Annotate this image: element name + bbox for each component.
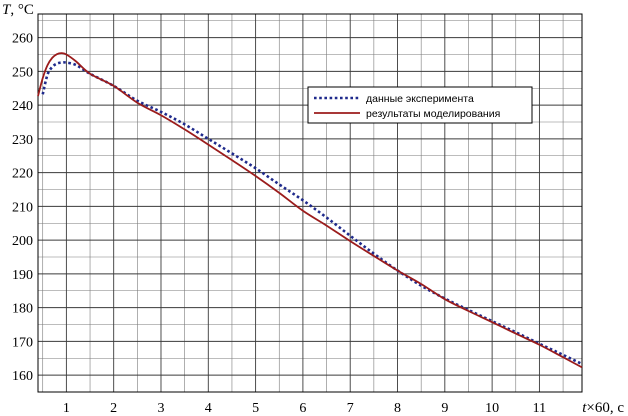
series-layer	[37, 52, 583, 369]
y-tick-label: 170	[12, 335, 33, 350]
legend-label-model: результаты моделирования	[366, 108, 500, 120]
y-axis-var: T	[2, 2, 12, 18]
y-tick-label: 230	[12, 133, 33, 148]
x-tick-label: 11	[533, 401, 546, 416]
y-tick-label: 240	[12, 99, 33, 114]
y-tick-label: 200	[12, 234, 33, 249]
y-tick-labels: 160 170 180 190 200 210 220 230 240 250 260	[12, 32, 33, 385]
x-tick-label: 3	[157, 401, 164, 416]
x-axis-title: t×60, с	[582, 400, 624, 416]
y-tick-label: 190	[12, 268, 33, 283]
y-axis-title: T, °C	[2, 2, 34, 18]
legend: данные эксперимента результаты моделиров…	[307, 86, 533, 124]
y-axis-unit: , °C	[10, 2, 34, 18]
grid-major	[38, 14, 582, 392]
x-tick-label: 4	[205, 401, 212, 416]
x-tick-label: 9	[441, 401, 448, 416]
legend-box	[307, 86, 533, 124]
y-tick-label: 160	[12, 369, 33, 384]
x-tick-label: 7	[347, 401, 354, 416]
legend-label-experiment: данные эксперимента	[366, 93, 474, 105]
x-axis-rest: ×60, с	[586, 400, 624, 416]
y-tick-label: 250	[12, 65, 33, 80]
series-line-0	[41, 61, 583, 366]
y-tick-label: 180	[12, 302, 33, 317]
y-tick-label: 220	[12, 167, 33, 182]
plot-frame	[37, 13, 583, 393]
y-tick-label: 260	[12, 32, 33, 47]
x-tick-label: 8	[394, 401, 401, 416]
x-tick-label: 10	[485, 401, 499, 416]
series-line-1	[37, 52, 583, 369]
x-tick-labels: 1 2 3 4 5 6 7 8 9 10 11	[63, 401, 546, 416]
x-tick-label: 5	[252, 401, 259, 416]
y-tick-label: 210	[12, 200, 33, 215]
x-tick-label: 6	[299, 401, 306, 416]
x-tick-label: 2	[110, 401, 117, 416]
x-tick-label: 1	[63, 401, 70, 416]
x-axis-var: t	[582, 400, 587, 416]
